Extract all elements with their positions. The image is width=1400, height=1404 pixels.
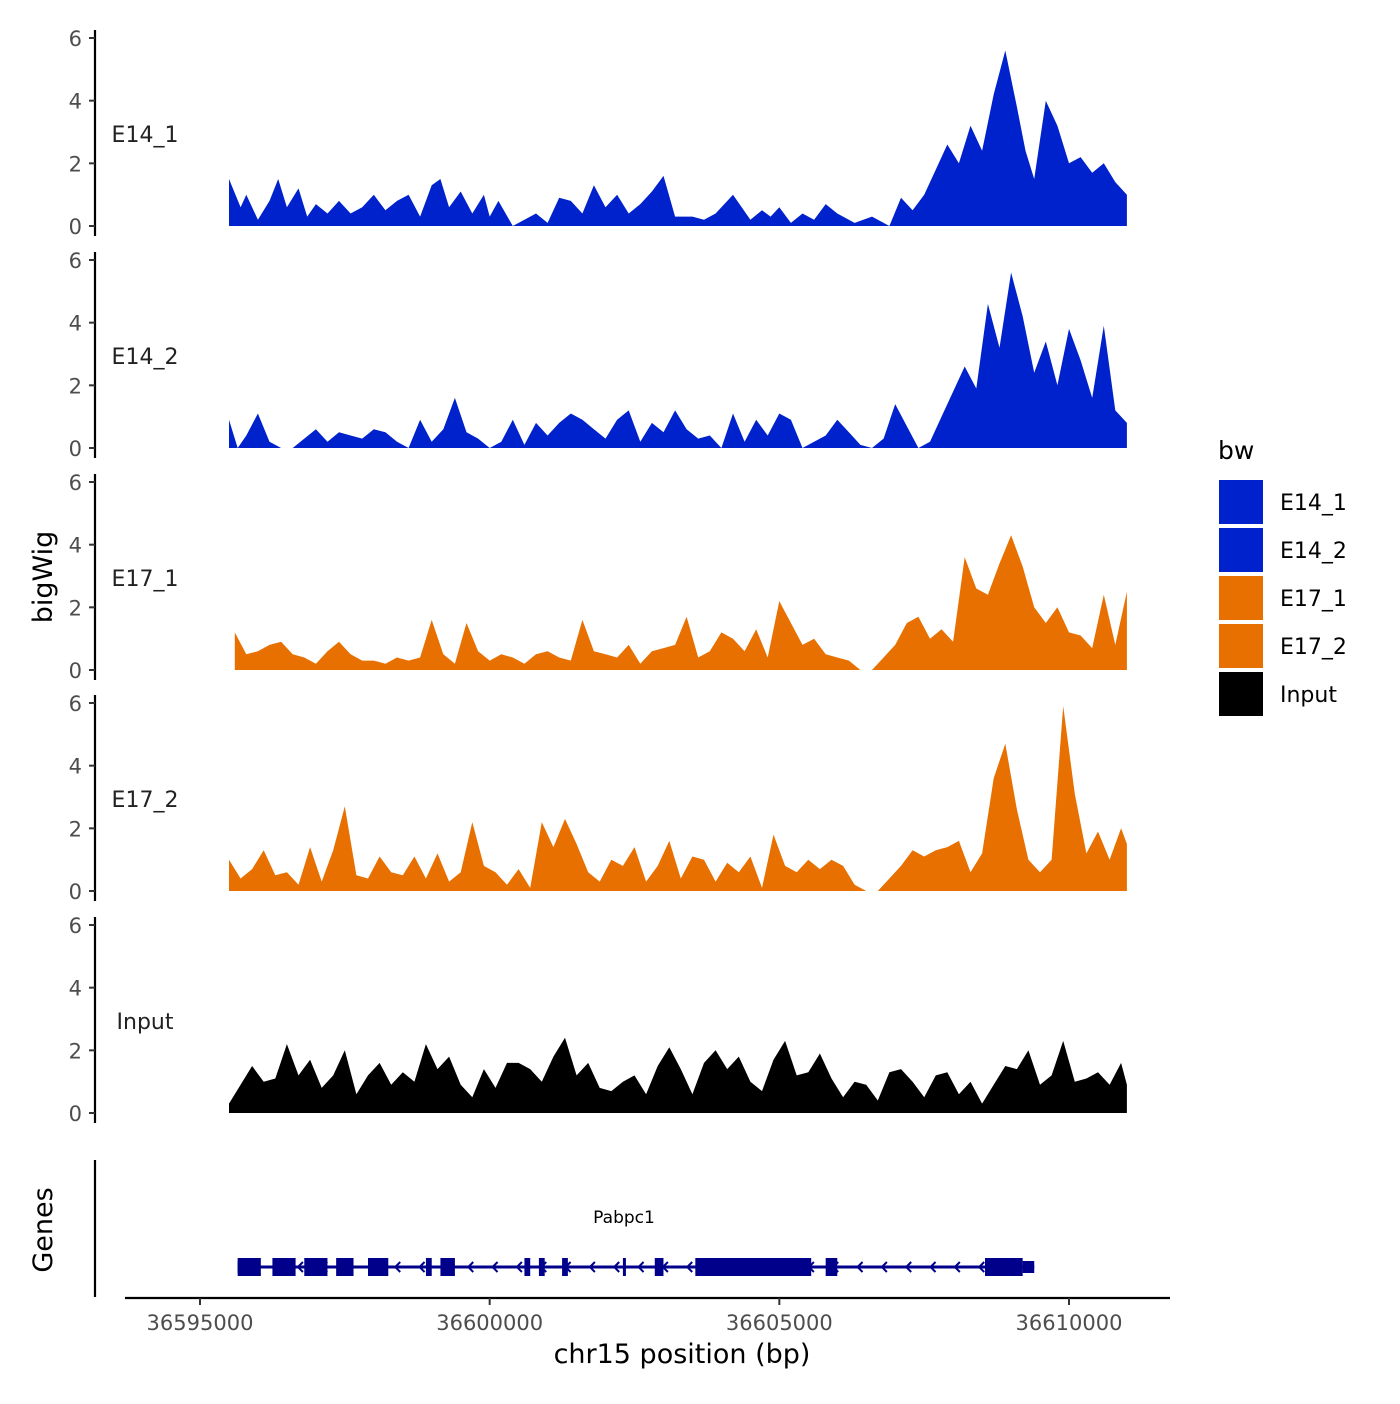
gene-exon — [654, 1258, 664, 1276]
y-tick-label: 2 — [69, 374, 82, 398]
x-axis-title: chr15 position (bp) — [554, 1339, 811, 1370]
track-panel-Input: 0 2 4 6 Input — [69, 914, 1127, 1126]
gene-exon — [304, 1258, 328, 1276]
strand-arrow — [929, 1261, 937, 1273]
track-panel-E14_2: 0 2 4 6 E14_2 — [69, 249, 1127, 461]
track-panel-E17_1: 0 2 4 6 E17_1 — [69, 471, 1127, 683]
coverage-area-E17_2 — [229, 706, 1127, 891]
coverage-area-E14_2 — [229, 272, 1127, 448]
gene-exon — [336, 1258, 354, 1276]
legend-label-E17_1: E17_1 — [1280, 587, 1347, 612]
coverage-area-E14_1 — [229, 50, 1127, 226]
legend-swatch-E17_1 — [1219, 576, 1263, 620]
legend: E14_1 E14_2 E17_1 E17_2 Input — [1219, 480, 1347, 716]
gene-name-label: Pabpc1 — [593, 1208, 655, 1228]
y-tick-label: 0 — [69, 215, 82, 239]
strand-arrow — [637, 1261, 645, 1273]
y-tick-label: 6 — [69, 692, 82, 716]
gene-exon — [984, 1258, 1023, 1276]
legend-swatch-E14_1 — [1219, 480, 1263, 524]
x-tick-label: 36610000 — [1016, 1311, 1123, 1335]
track-panels: 0 2 4 6 E14_1 0 2 4 6 E14_2 0 2 4 6 E17_1 0 2 4 6 E17_2 0 2 4 6… — [69, 27, 1127, 1126]
track-label-E17_1: E17_1 — [112, 567, 179, 592]
strand-arrow — [953, 1261, 961, 1273]
track-label-E14_2: E14_2 — [112, 345, 179, 370]
gene-exon — [272, 1258, 296, 1276]
strand-arrow — [588, 1261, 596, 1273]
y-tick-label: 4 — [69, 755, 82, 779]
y-tick-label: 4 — [69, 90, 82, 114]
y-tick-label: 4 — [69, 312, 82, 336]
y-axis-title: bigWig — [28, 531, 59, 624]
gene-exon — [825, 1258, 838, 1276]
genes-track: Pabpc1 — [93, 1160, 1035, 1297]
strand-arrow — [296, 1261, 304, 1273]
x-tick-label: 36595000 — [147, 1311, 254, 1335]
gene-exon — [440, 1258, 455, 1276]
legend-swatch-E17_2 — [1219, 624, 1263, 668]
strand-arrow — [904, 1261, 912, 1273]
legend-swatch-Input — [1219, 672, 1263, 716]
y-tick-label: 0 — [69, 880, 82, 904]
y-tick-label: 4 — [69, 977, 82, 1001]
x-tick-label: 36605000 — [726, 1311, 833, 1335]
x-axis: 36595000 36600000 36605000 36610000 — [125, 1296, 1170, 1335]
y-tick-label: 0 — [69, 659, 82, 683]
gene-utr — [1022, 1261, 1035, 1273]
track-panel-E17_2: 0 2 4 6 E17_2 — [69, 692, 1127, 904]
y-tick-label: 6 — [69, 27, 82, 51]
y-tick-label: 0 — [69, 437, 82, 461]
genes-axis-title: Genes — [28, 1187, 59, 1272]
y-tick-label: 0 — [69, 1102, 82, 1126]
gene-exon — [562, 1258, 568, 1276]
strand-arrow — [491, 1261, 499, 1273]
legend-label-E17_2: E17_2 — [1280, 635, 1347, 660]
strand-arrow — [393, 1261, 401, 1273]
track-panel-E14_1: 0 2 4 6 E14_1 — [69, 27, 1127, 239]
strand-arrow — [418, 1261, 426, 1273]
y-tick-label: 6 — [69, 914, 82, 938]
gene-exon — [368, 1258, 389, 1276]
strand-arrow — [612, 1261, 620, 1273]
gene-exon — [524, 1258, 531, 1276]
strand-arrow — [977, 1261, 985, 1273]
gene-exon — [425, 1258, 432, 1276]
strand-arrow — [685, 1261, 693, 1273]
y-tick-label: 2 — [69, 1039, 82, 1063]
track-label-Input: Input — [117, 1010, 174, 1035]
coverage-area-Input — [229, 1037, 1127, 1113]
x-tick-label: 36600000 — [436, 1311, 543, 1335]
legend-label-Input: Input — [1280, 683, 1337, 708]
coverage-area-E17_1 — [234, 535, 1127, 670]
gene-exon — [538, 1258, 545, 1276]
legend-label-E14_2: E14_2 — [1280, 539, 1347, 564]
strand-arrow — [880, 1261, 888, 1273]
gene-exon — [237, 1258, 261, 1276]
y-tick-label: 4 — [69, 534, 82, 558]
gene-exon — [622, 1258, 626, 1276]
legend-title: bw — [1218, 436, 1254, 465]
strand-arrow — [515, 1261, 523, 1273]
legend-label-E14_1: E14_1 — [1280, 491, 1347, 516]
track-label-E17_2: E17_2 — [112, 788, 179, 813]
y-tick-label: 2 — [69, 152, 82, 176]
strand-arrow — [466, 1261, 474, 1273]
y-tick-label: 6 — [69, 249, 82, 273]
gene-exon — [695, 1258, 812, 1276]
legend-swatch-E14_2 — [1219, 528, 1263, 572]
y-tick-label: 6 — [69, 471, 82, 495]
strand-arrow — [856, 1261, 864, 1273]
y-tick-label: 2 — [69, 817, 82, 841]
track-label-E14_1: E14_1 — [112, 123, 179, 148]
y-tick-label: 2 — [69, 596, 82, 620]
